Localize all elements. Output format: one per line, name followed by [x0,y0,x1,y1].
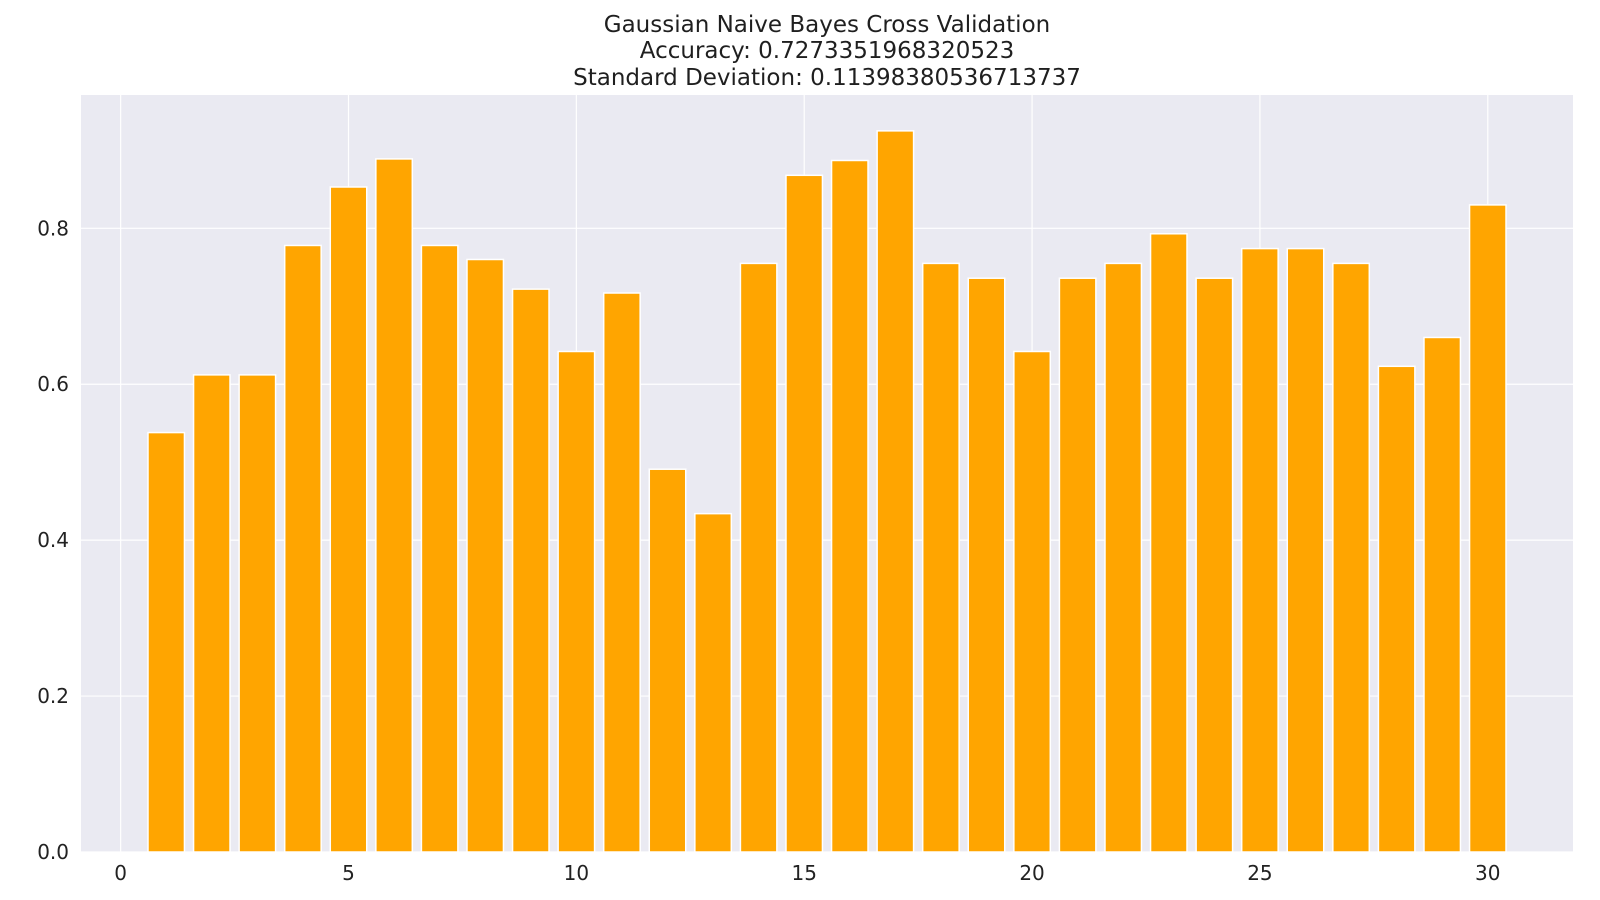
x-tick-label: 30 [1475,861,1500,885]
x-tick-label: 25 [1247,861,1272,885]
x-tick-label: 15 [791,861,816,885]
chart-title-line-1: Gaussian Naive Bayes Cross Validation [604,12,1050,38]
y-tick-label: 0.8 [37,216,69,240]
bar [602,292,641,853]
bar [1332,262,1371,853]
y-tick-label: 0.4 [37,528,69,552]
bar [557,350,596,853]
bar [1468,204,1507,853]
y-tick-label: 0.0 [37,840,69,864]
bar [329,186,368,853]
bar [648,468,687,853]
x-tick-label: 0 [114,861,127,885]
bar [238,374,277,853]
bar [1149,233,1188,853]
bar [192,374,231,853]
y-axis-ticks: 0.0 0.2 0.4 0.6 0.8 [37,216,69,864]
bar [739,262,778,853]
chart-title-line-3: Standard Deviation: 0.11398380536713737 [573,65,1081,91]
y-tick-label: 0.2 [37,684,69,708]
chart-title-line-2: Accuracy: 0.7273351968320523 [640,38,1014,64]
bar [1195,277,1234,853]
bar [876,130,915,853]
bar [511,288,550,853]
bar [420,244,459,853]
bar [1377,365,1416,853]
bar [1104,262,1143,853]
y-tick-label: 0.6 [37,372,69,396]
bar [1423,336,1462,853]
bar [466,258,505,853]
bar [1286,247,1325,853]
bar [1058,277,1097,853]
chart-title: Gaussian Naive Bayes Cross Validation Ac… [573,12,1081,91]
bar [147,431,186,853]
x-tick-label: 5 [342,861,355,885]
x-tick-label: 10 [564,861,589,885]
bar [1240,247,1279,853]
bar [375,158,414,853]
bar [1013,350,1052,853]
bar [830,159,869,853]
bar [694,512,733,853]
x-axis-ticks: 0 5 10 15 20 25 30 [114,861,1500,885]
bars [147,130,1507,853]
bar [921,262,960,853]
x-tick-label: 20 [1019,861,1044,885]
bar [785,174,824,853]
bar [283,244,322,853]
bar [967,277,1006,853]
